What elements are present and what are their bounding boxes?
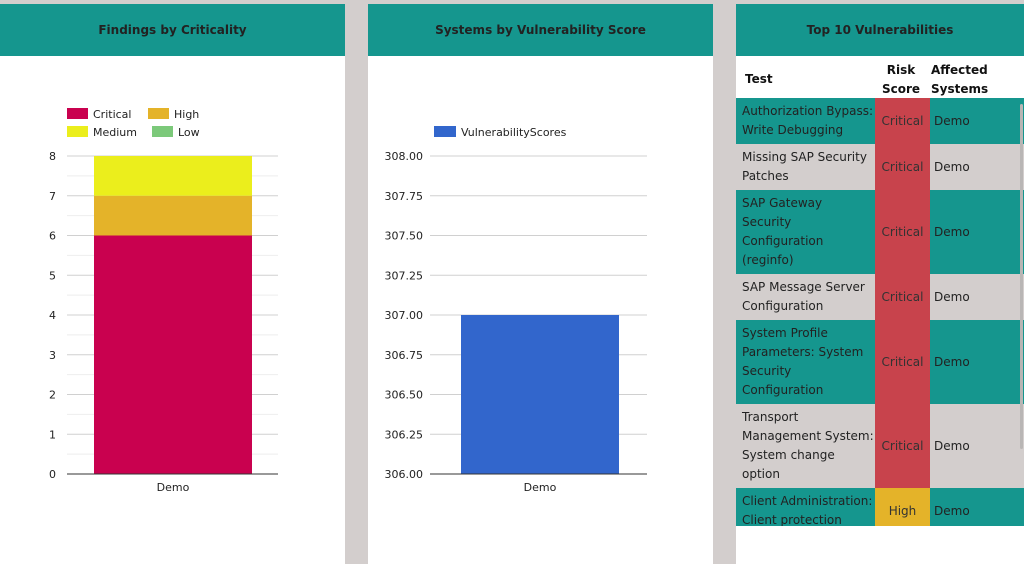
bar-high [94, 195, 252, 236]
cell-risk-score: Critical [875, 274, 930, 320]
y-tick-label: 306.00 [385, 468, 424, 481]
cell-risk-score: Critical [875, 404, 930, 488]
cell-affected-systems: Demo [934, 504, 970, 518]
table-row[interactable]: SAP Message Server Configuration Critical D… [736, 274, 1024, 320]
y-tick-label: 5 [49, 269, 56, 282]
legend-swatch-vulnerability-scores [434, 126, 456, 137]
y-tick-label: 307.50 [385, 230, 424, 243]
legend-swatch-medium [67, 126, 88, 137]
legend-swatch-high [148, 108, 169, 119]
cell-affected-systems: Demo [934, 114, 970, 128]
column-header-test[interactable]: Test [745, 72, 773, 86]
legend-label-medium: Medium [93, 126, 137, 139]
criticality-panel-title: Findings by Criticality [0, 4, 345, 56]
y-tick-label: 4 [49, 309, 56, 322]
y-tick-label: 307.75 [385, 190, 424, 203]
bar-medium [94, 156, 252, 196]
vuln-score-panel: Systems by Vulnerability Score Vulnerabi… [368, 4, 713, 564]
cell-test: Client Administration: Client protection [742, 494, 873, 526]
table-row[interactable]: Transport Management System: System change… [736, 404, 1024, 488]
table-row[interactable]: Missing SAP Security Patches Critical Demo [736, 144, 1024, 190]
cell-test: Transport Management System: System change… [742, 410, 874, 481]
cell-risk-score: High [875, 488, 930, 526]
cell-risk-score: Critical [875, 144, 930, 190]
vuln-score-chart: VulnerabilityScores 306.00 306.25 306.50 306… [385, 126, 647, 494]
y-tick-label: 307.00 [385, 309, 424, 322]
criticality-chart: Critical High Medium Low 0 1 2 3 4 5 6 7 8 Demo [49, 108, 278, 494]
y-tick-label: 308.00 [385, 150, 424, 163]
y-tick-label: 3 [49, 349, 56, 362]
cell-test: Authorization Bypass: Write Debugging [742, 104, 874, 137]
y-tick-label: 306.50 [385, 389, 424, 402]
legend-label-high: High [174, 108, 199, 121]
legend-swatch-critical [67, 108, 88, 119]
cell-affected-systems: Demo [934, 290, 970, 304]
column-header-risk-score[interactable]: Risk Score [881, 63, 921, 96]
cell-affected-systems: Demo [934, 225, 970, 239]
column-header-affected-systems[interactable]: Affected Systems [931, 63, 989, 96]
cell-test: SAP Message Server Configuration [742, 280, 865, 313]
y-tick-label: 7 [49, 190, 56, 203]
criticality-panel: Findings by Criticality Critical High Medi… [0, 4, 345, 564]
y-tick-label: 1 [49, 428, 56, 441]
table-row[interactable]: Client Administration: Client protection H… [736, 488, 1024, 526]
y-tick-label: 6 [49, 230, 56, 243]
cell-risk-score: Critical [875, 98, 930, 144]
y-tick-label: 2 [49, 389, 56, 402]
cell-risk-score: Critical [875, 190, 930, 274]
table-row[interactable]: Authorization Bypass: Write Debugging Crit… [736, 98, 1024, 144]
vuln-score-panel-title: Systems by Vulnerability Score [368, 4, 713, 56]
x-tick-label: Demo [524, 481, 557, 494]
legend-label-vulnerability-scores: VulnerabilityScores [461, 126, 567, 139]
table-row[interactable]: System Profile Parameters: System Security… [736, 320, 1024, 404]
legend-label-low: Low [178, 126, 200, 139]
legend-swatch-low [152, 126, 173, 137]
y-tick-label: 307.25 [385, 269, 424, 282]
y-tick-label: 306.25 [385, 428, 424, 441]
y-tick-label: 8 [49, 150, 56, 163]
legend-label-critical: Critical [93, 108, 131, 121]
cell-affected-systems: Demo [934, 439, 970, 453]
cell-affected-systems: Demo [934, 355, 970, 369]
bar-critical [94, 235, 252, 474]
table-row[interactable]: SAP Gateway Security Configuration (reginfo… [736, 190, 1024, 274]
table-scrollbar[interactable] [1020, 104, 1023, 449]
y-tick-label: 0 [49, 468, 56, 481]
x-tick-label: Demo [157, 481, 190, 494]
cell-test: System Profile Parameters: System Security… [742, 326, 864, 397]
top10-panel: Top 10 Vulnerabilities Test Risk Score A… [736, 4, 1024, 564]
cell-affected-systems: Demo [934, 160, 970, 174]
top10-panel-title: Top 10 Vulnerabilities [736, 4, 1024, 56]
cell-test: SAP Gateway Security Configuration (reginfo… [742, 196, 824, 267]
table-header: Test Risk Score Affected Systems [736, 56, 1024, 98]
bar-demo [461, 315, 619, 474]
cell-test: Missing SAP Security Patches [742, 150, 867, 183]
cell-risk-score: Critical [875, 320, 930, 404]
y-tick-label: 306.75 [385, 349, 424, 362]
vulnerability-table-body: Authorization Bypass: Write Debugging Crit… [736, 98, 1024, 526]
